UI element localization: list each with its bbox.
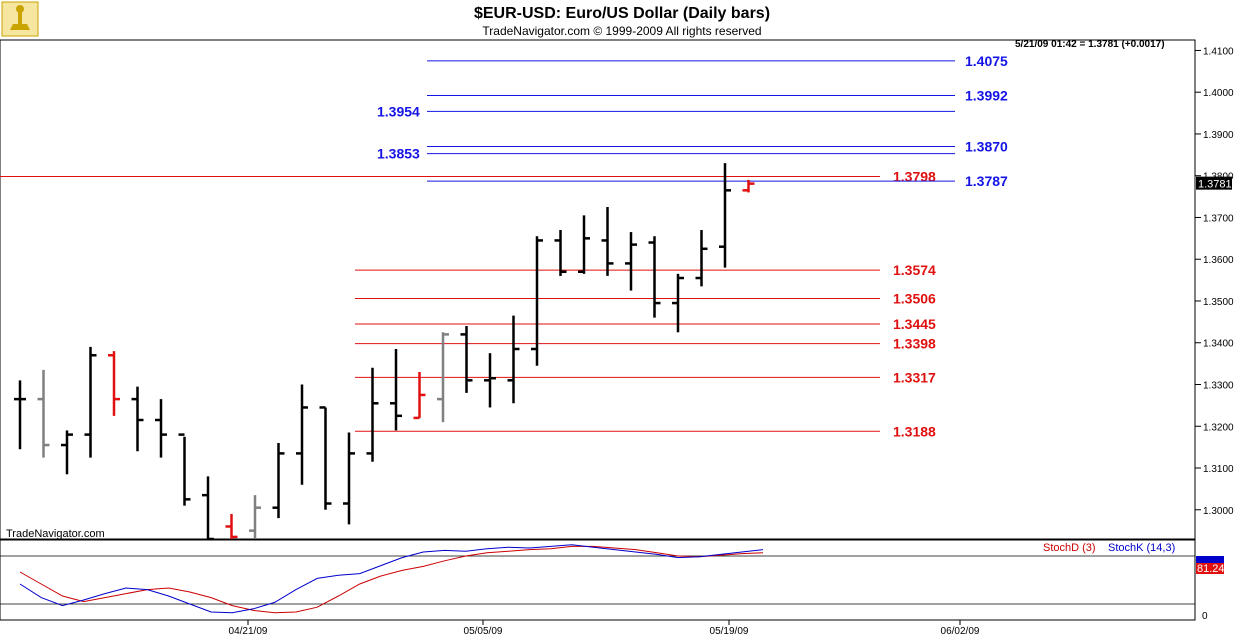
price-tick-label: 1.3100: [1203, 464, 1234, 475]
chart-title: $EUR-USD: Euro/US Dollar (Daily bars): [474, 5, 770, 22]
price-plot-area: [0, 39, 1196, 540]
level-label: 1.3853: [377, 146, 420, 162]
level-label: 1.3787: [965, 173, 1008, 189]
level-label: 1.3798: [893, 169, 936, 185]
price-tick-label: 1.3600: [1203, 255, 1234, 266]
stoch-k-legend: StochK (14,3): [1108, 542, 1175, 554]
last-price-badge: 1.3781: [1196, 176, 1232, 191]
level-label: 1.3992: [965, 88, 1008, 104]
price-tick-label: 1.3400: [1203, 339, 1234, 350]
stoch-series-line: [19, 545, 764, 614]
last-price-label: 1.3781: [1198, 179, 1232, 191]
level-label: 1.3188: [893, 423, 936, 439]
price-tick-label: 1.3200: [1203, 422, 1234, 433]
stoch-axis-tick: 0: [1202, 611, 1208, 622]
date-tick-label: 04/21/09: [229, 626, 268, 637]
price-tick-label: 1.4000: [1203, 88, 1234, 99]
date-tick-label: 05/05/09: [464, 626, 503, 637]
level-label: 1.3870: [965, 138, 1008, 154]
price-tick-label: 1.3700: [1203, 213, 1234, 224]
price-tick-label: 1.3000: [1203, 506, 1234, 517]
price-tick-label: 1.3300: [1203, 380, 1234, 391]
stochastic-panel: [0, 539, 1196, 621]
logo-icon: [1, 1, 39, 37]
stoch-value-label: 81.24: [1197, 563, 1225, 575]
stoch-value-badge: 81.24: [1196, 556, 1225, 575]
price-bars: [14, 163, 755, 541]
level-label: 1.3506: [893, 290, 936, 306]
level-label: 1.3317: [893, 369, 936, 385]
level-label: 1.3445: [893, 316, 936, 332]
price-tick-label: 1.4100: [1203, 46, 1234, 57]
level-label: 1.3954: [377, 103, 420, 119]
stoch-d-legend: StochD (3): [1043, 542, 1096, 554]
watermark: TradeNavigator.com: [6, 528, 105, 540]
stoch-series-line: [19, 544, 764, 614]
date-tick-label: 06/02/09: [941, 626, 980, 637]
quote-readout: 5/21/09 01:42 = 1.3781 (+0.0017): [1015, 39, 1165, 50]
price-tick-label: 1.3500: [1203, 297, 1234, 308]
date-axis: 04/21/09 05/05/09 05/19/09 06/02/09: [229, 620, 980, 637]
stochastic-lines: [0, 544, 1195, 614]
level-label: 1.4075: [965, 53, 1008, 69]
level-lines: 1.4075 1.3992 1.3954 1.3870 1.3853 1.3798 1.37…: [0, 53, 1008, 439]
level-label: 1.3398: [893, 336, 936, 352]
price-axis-ticks: 1.3000 1.3100 1.3200 1.3300 1.3400 1.3500 1.36…: [1195, 46, 1234, 517]
chart-subtitle: TradeNavigator.com © 1999-2009 All right…: [482, 24, 761, 38]
date-tick-label: 05/19/09: [710, 626, 749, 637]
level-label: 1.3574: [893, 262, 936, 278]
price-tick-label: 1.3900: [1203, 130, 1234, 141]
